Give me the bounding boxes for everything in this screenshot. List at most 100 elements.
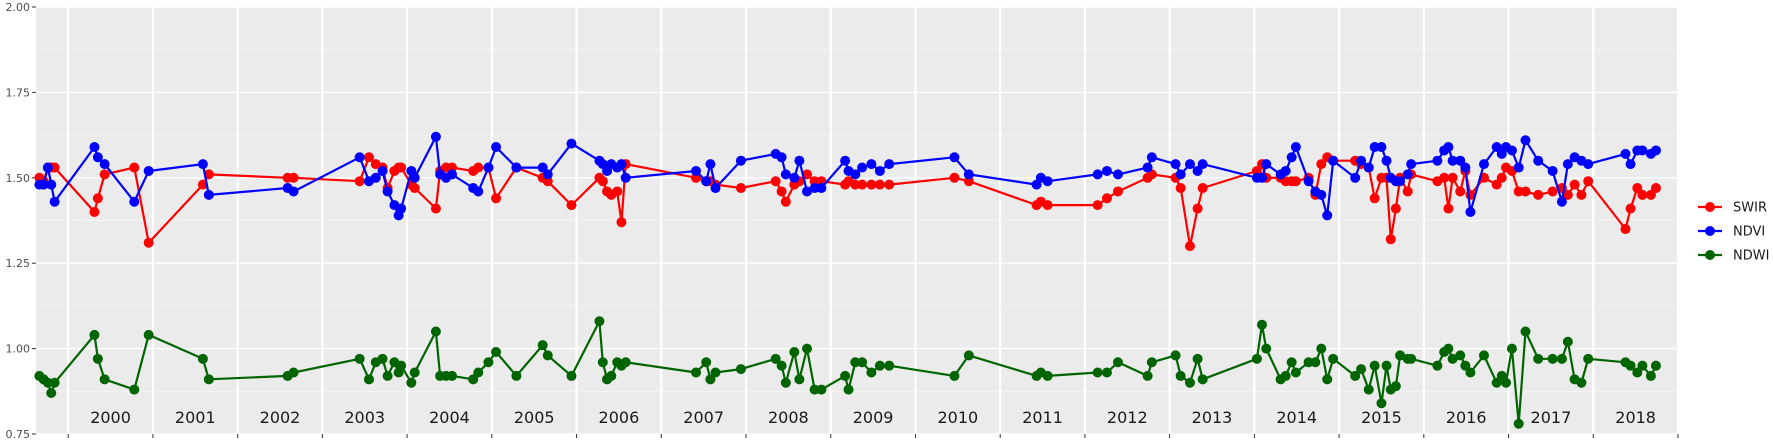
ndwi-point <box>377 353 388 364</box>
ndwi-point <box>1562 336 1573 347</box>
ndwi-point <box>606 370 617 381</box>
ndwi-point <box>1547 353 1558 364</box>
ndvi-point <box>802 186 813 197</box>
y-tick-label: 1.75 <box>6 86 31 99</box>
swir-point <box>1520 186 1531 197</box>
ndwi-point <box>1310 357 1321 368</box>
swir-point <box>1496 172 1507 183</box>
swir-point <box>1576 189 1587 200</box>
ndwi-point <box>1092 367 1103 378</box>
ndvi-point <box>1092 169 1103 180</box>
ndvi-point <box>129 196 140 207</box>
ndwi-point <box>382 370 393 381</box>
year-label: 2015 <box>1361 408 1402 427</box>
year-label: 2016 <box>1446 408 1487 427</box>
ndwi-point <box>1395 350 1406 361</box>
ndvi-point <box>857 162 868 173</box>
ndwi-point <box>511 370 522 381</box>
ndvi-point <box>1142 162 1153 173</box>
swir-point <box>99 169 110 180</box>
ndwi-point <box>406 377 417 388</box>
ndvi-point <box>1381 155 1392 166</box>
ndvi-point <box>1363 162 1374 173</box>
ndwi-point <box>884 360 895 371</box>
ndvi-point <box>1112 169 1123 180</box>
ndwi-point <box>1328 353 1339 364</box>
ndvi-point <box>1356 155 1367 166</box>
ndwi-point <box>1256 319 1267 330</box>
year-label: 2005 <box>514 408 555 427</box>
ndvi-point <box>382 186 393 197</box>
ndwi-point <box>1447 353 1458 364</box>
ndwi-point <box>963 350 974 361</box>
ndvi-point <box>1506 145 1517 156</box>
swir-point <box>776 186 787 197</box>
ndwi-point <box>49 377 60 388</box>
ndwi-point <box>46 388 57 399</box>
ndwi-point <box>1381 360 1392 371</box>
ndwi-point <box>1455 350 1466 361</box>
swir-point <box>1455 186 1466 197</box>
ndvi-point <box>620 172 631 183</box>
swir-point <box>1637 189 1648 200</box>
ndvi-point <box>1556 196 1567 207</box>
ndwi-point <box>1520 326 1531 337</box>
year-label: 2018 <box>1615 408 1656 427</box>
ndwi-point <box>203 374 214 385</box>
ndwi-point <box>949 370 960 381</box>
ndvi-point <box>1432 155 1443 166</box>
ndvi-point <box>143 165 154 176</box>
ndvi-point <box>1583 159 1594 170</box>
ndwi-point <box>430 326 441 337</box>
swir-point <box>1562 189 1573 200</box>
ndwi-point <box>776 360 787 371</box>
ndwi-point <box>1146 357 1157 368</box>
ndvi-point <box>483 162 494 173</box>
ndwi-point <box>1350 370 1361 381</box>
ndvi-point <box>789 172 800 183</box>
ndwi-point <box>1632 367 1643 378</box>
ndwi-point <box>705 374 716 385</box>
ndwi-point <box>409 367 420 378</box>
year-label: 2006 <box>599 408 640 427</box>
ndwi-point <box>447 370 458 381</box>
ndwi-point <box>780 377 791 388</box>
year-label: 2007 <box>683 408 724 427</box>
ndwi-point <box>735 364 746 375</box>
ndvi-point <box>949 152 960 163</box>
ndvi-point <box>1443 142 1454 153</box>
ndwi-point <box>542 350 553 361</box>
ndvi-point <box>1328 155 1339 166</box>
swir-point <box>1439 172 1450 183</box>
swir-point <box>1547 186 1558 197</box>
ndvi-point <box>1316 189 1327 200</box>
y-tick-label: 1.50 <box>6 172 31 185</box>
ndvi-point <box>1101 165 1112 176</box>
ndvi-point <box>396 203 407 214</box>
ndvi-point <box>1146 152 1157 163</box>
ndvi-point <box>1533 155 1544 166</box>
swir-point <box>1632 183 1643 194</box>
ndwi-point <box>816 384 827 395</box>
ndvi-point <box>1184 159 1195 170</box>
ndvi-point <box>866 159 877 170</box>
ndvi-point <box>288 186 299 197</box>
ndvi-point <box>49 196 60 207</box>
ndvi-point <box>542 169 553 180</box>
ndwi-point <box>1506 343 1517 354</box>
ndvi-point <box>1395 176 1406 187</box>
y-axis: 0.75 1.00 1.25 1.50 1.75 2.00 <box>6 1 36 441</box>
swir-point <box>616 217 627 228</box>
ndwi-point <box>1280 370 1291 381</box>
ndwi-point <box>1625 360 1636 371</box>
ndwi-point <box>491 347 502 358</box>
ndwi-point <box>1533 353 1544 364</box>
ndwi-point <box>1556 353 1567 364</box>
ndvi-point <box>701 176 712 187</box>
ndvi-point <box>1513 162 1524 173</box>
legend-ndvi-swatch <box>1705 226 1715 236</box>
ndvi-point <box>1620 148 1631 159</box>
swir-point <box>1447 172 1458 183</box>
ndvi-point <box>1175 169 1186 180</box>
